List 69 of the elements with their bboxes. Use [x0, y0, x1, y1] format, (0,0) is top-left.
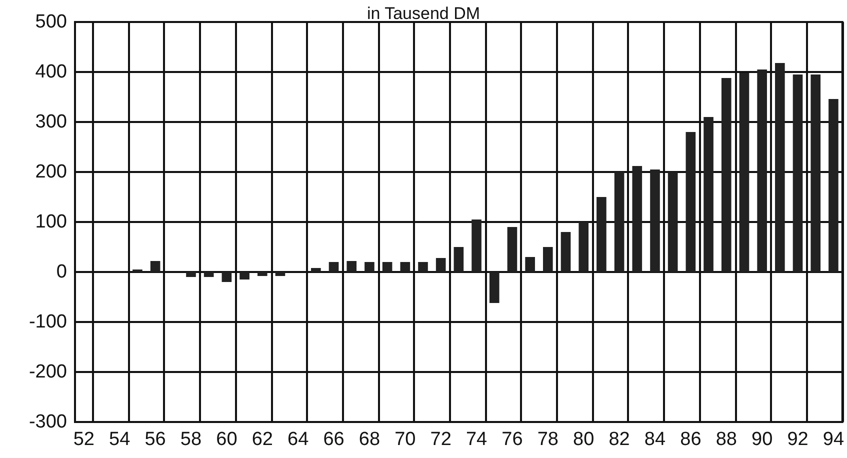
- x-tick-label: 88: [716, 429, 737, 450]
- y-tick-label: -100: [28, 312, 67, 332]
- bar: [632, 166, 642, 272]
- bar: [400, 262, 410, 272]
- x-tick-label: 78: [537, 429, 558, 450]
- bar: [364, 262, 374, 272]
- bar: [775, 63, 785, 272]
- bar: [686, 132, 696, 272]
- y-tick-label: -300: [28, 412, 67, 432]
- bar: [328, 262, 339, 272]
- x-tick-label: 52: [73, 429, 94, 450]
- bar: [578, 222, 589, 272]
- bar: [721, 78, 732, 272]
- bar: [275, 272, 286, 276]
- bar: [739, 73, 750, 272]
- bar: [704, 117, 714, 272]
- y-tick-label: 500: [35, 12, 67, 32]
- bar: [311, 268, 321, 272]
- bar: [222, 272, 232, 282]
- chart-title: in Tausend DM: [366, 4, 480, 23]
- bar: [810, 74, 821, 272]
- x-tick-label: 80: [573, 429, 594, 450]
- bar: [668, 172, 678, 272]
- bar: [257, 272, 268, 276]
- y-tick-label: 400: [35, 62, 67, 82]
- bar: [454, 247, 464, 272]
- y-tick-label: 300: [35, 112, 67, 132]
- x-tick-label: 64: [288, 429, 310, 450]
- y-tick-label: 200: [35, 162, 67, 182]
- bar: [346, 261, 357, 272]
- x-tick-label: 70: [394, 429, 416, 450]
- x-tick-label: 54: [109, 429, 131, 450]
- x-tick-label: 62: [252, 429, 273, 450]
- y-tick-label: 100: [35, 212, 67, 232]
- bar: [240, 272, 250, 280]
- x-tick-label: 66: [323, 429, 344, 450]
- x-tick-label: 94: [822, 429, 844, 450]
- bar: [650, 170, 660, 272]
- x-tick-label: 74: [466, 429, 488, 450]
- x-tick-label: 72: [430, 429, 452, 450]
- bar: [596, 197, 606, 272]
- x-tick-label: 58: [180, 429, 202, 450]
- bar: [186, 272, 196, 277]
- bar: [757, 70, 767, 272]
- x-tick-label: 92: [787, 429, 808, 450]
- bar: [436, 258, 446, 272]
- x-tick-label: 90: [752, 429, 773, 450]
- x-tick-label: 76: [502, 429, 523, 450]
- x-tick-label: 60: [216, 429, 238, 450]
- x-tick-label: 56: [144, 429, 166, 450]
- bar: [507, 227, 518, 272]
- x-tick-label: 86: [680, 429, 702, 450]
- y-tick-label: -200: [28, 362, 67, 382]
- bar: [472, 220, 482, 272]
- bar: [150, 261, 160, 272]
- bar: [489, 272, 500, 303]
- bar: [543, 247, 553, 272]
- bar: [560, 232, 571, 272]
- bar: [204, 272, 214, 277]
- bar: [418, 262, 428, 272]
- y-tick-label: 0: [56, 262, 67, 282]
- bar: [828, 99, 838, 272]
- bar: [614, 172, 624, 272]
- bar: [525, 257, 535, 272]
- x-tick-label: 84: [644, 429, 666, 450]
- x-tick-label: 82: [608, 429, 630, 450]
- bar: [792, 74, 803, 272]
- x-tick-label: 68: [358, 429, 380, 450]
- bar: [382, 262, 392, 272]
